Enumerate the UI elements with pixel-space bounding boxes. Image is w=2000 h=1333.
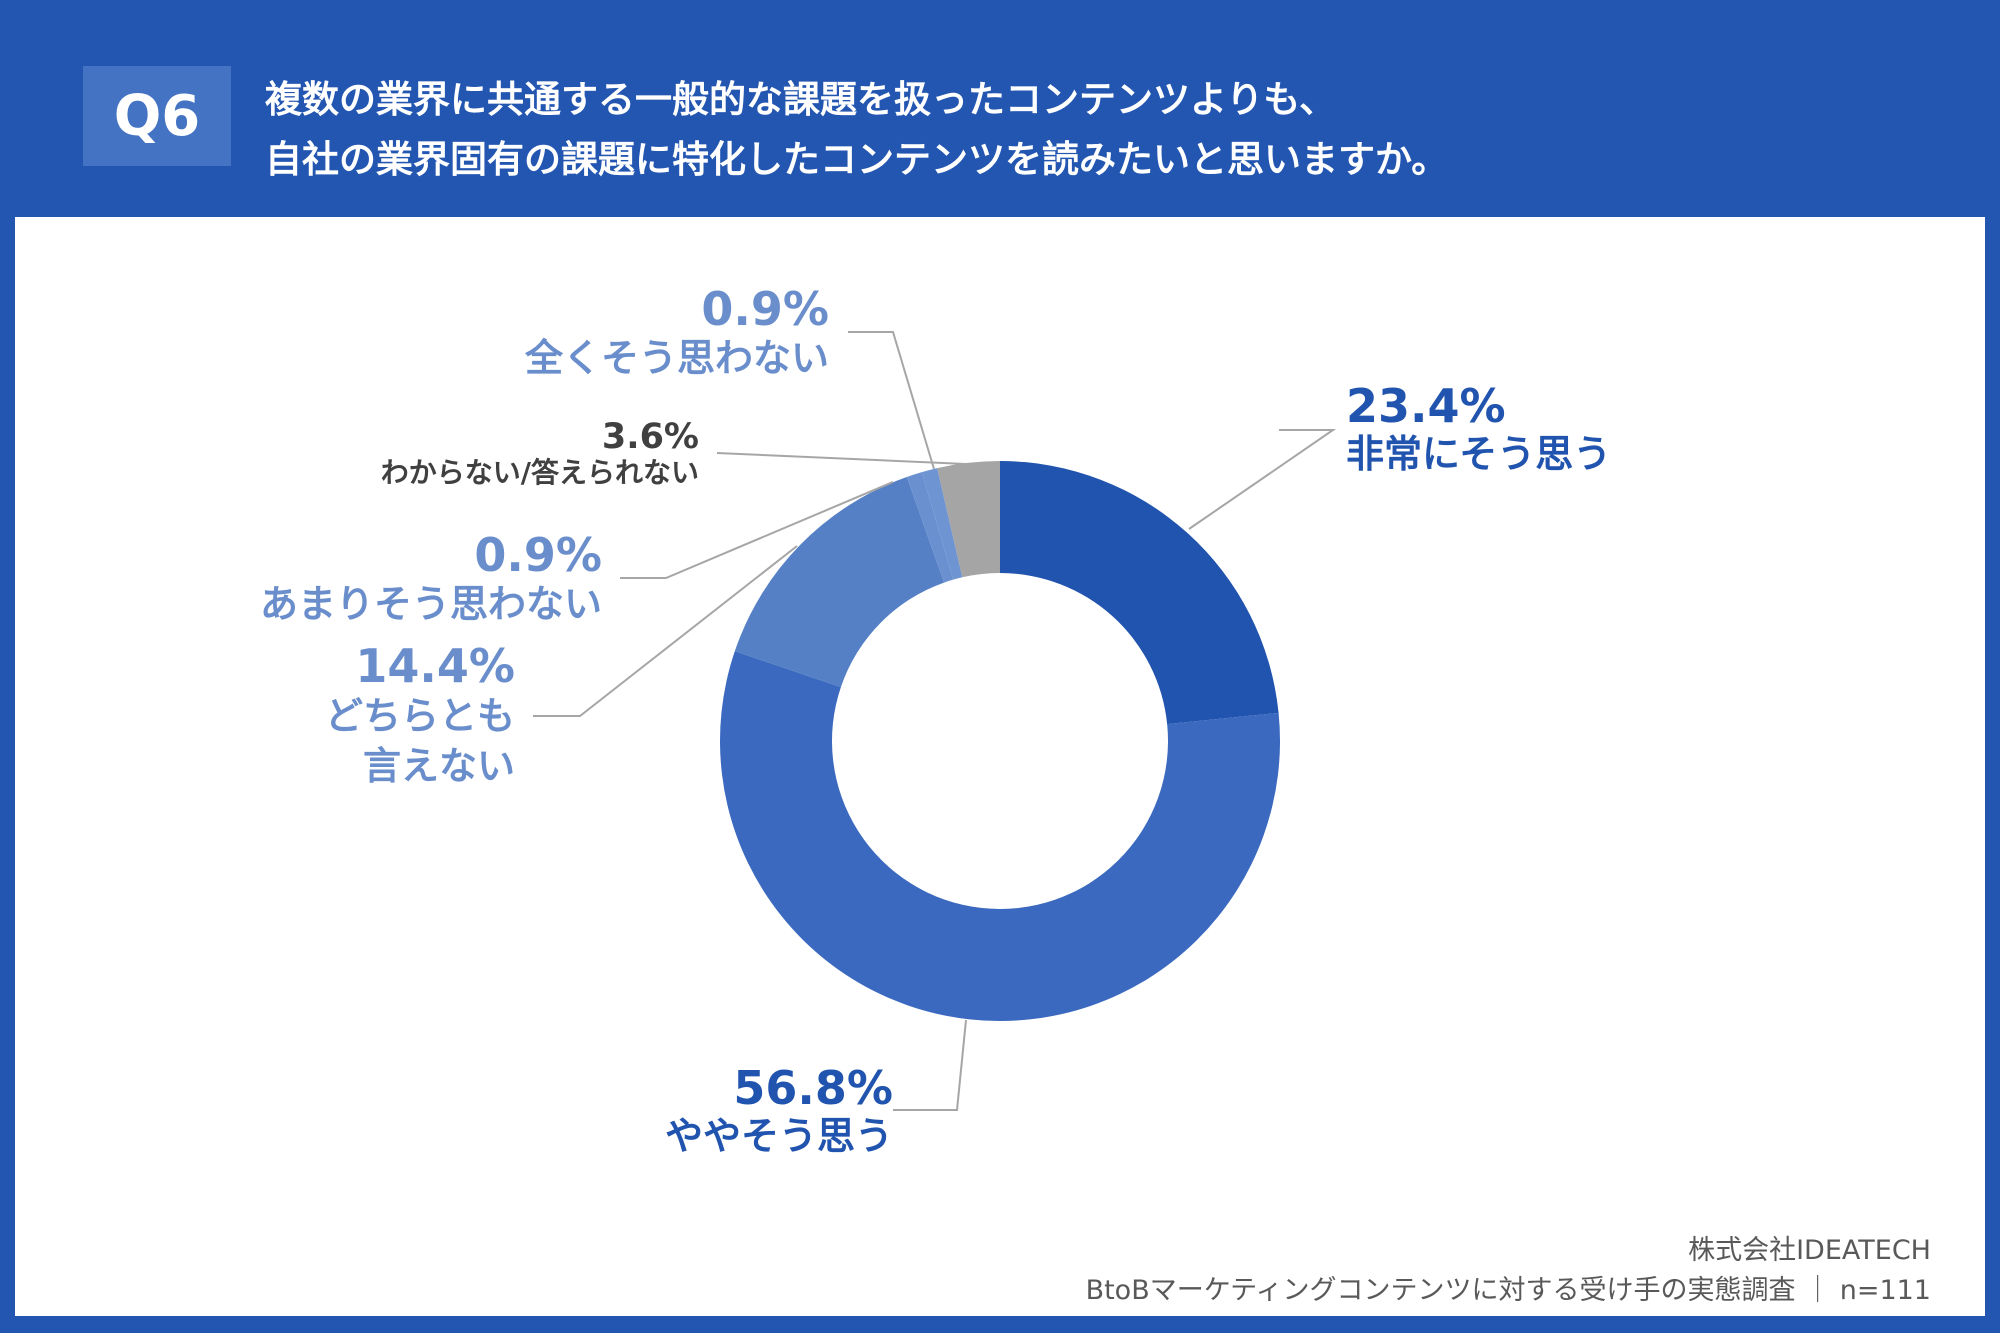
slice-somewhat-disagree <box>906 472 954 583</box>
title-line-1: 複数の業界に共通する一般的な課題を扱ったコンテンツよりも、 <box>265 78 1337 121</box>
footer-company: 株式会社IDEATECH <box>1688 1235 1931 1266</box>
slice-strongly-disagree <box>921 468 963 580</box>
slice-somewhat-agree <box>720 651 1281 1022</box>
category-label-somewhat-disagree: あまりそう思わない <box>259 582 602 626</box>
chart-panel <box>15 217 1985 1316</box>
leader-line-somewhat-agree <box>893 1019 967 1111</box>
category-label-strongly-disagree: 全くそう思わない <box>524 336 829 380</box>
leader-line-very-agree <box>1188 429 1337 530</box>
value-label-dont-know: 3.6% <box>601 417 699 457</box>
leader-line-dont-know <box>716 452 967 465</box>
leader-line-strongly-disagree <box>848 331 935 470</box>
value-label-strongly-disagree: 0.9% <box>701 282 829 336</box>
value-label-somewhat-disagree: 0.9% <box>474 528 602 582</box>
leader-line-neutral <box>533 545 798 717</box>
category-label-very-agree: 非常にそう思う <box>1346 432 1612 476</box>
slice-very-agree <box>1000 461 1279 725</box>
slice-neutral <box>734 476 945 688</box>
value-label-neutral: 14.4% <box>355 639 515 693</box>
value-label-somewhat-agree: 56.8% <box>733 1061 893 1115</box>
category-label-dont-know: わからない/答えられない <box>380 456 699 489</box>
leader-line-somewhat-disagree <box>620 481 894 579</box>
category-label-neutral-line2: 言えない <box>362 744 515 788</box>
value-label-very-agree: 23.4% <box>1346 379 1506 433</box>
footer-survey: BtoBマーケティングコンテンツに対する受け手の実態調査 ｜ n=111 <box>1085 1275 1931 1306</box>
title-line-2: 自社の業界固有の課題に特化したコンテンツを読みたいと思いますか。 <box>265 138 1449 181</box>
question-badge: Q6 <box>83 66 231 166</box>
slice-dont-know <box>937 461 1000 578</box>
category-label-somewhat-agree: ややそう思う <box>664 1114 893 1158</box>
question-title: 複数の業界に共通する一般的な課題を扱ったコンテンツよりも、 自社の業界固有の課題… <box>265 70 1448 190</box>
category-label-neutral-line1: どちらとも <box>324 694 515 738</box>
